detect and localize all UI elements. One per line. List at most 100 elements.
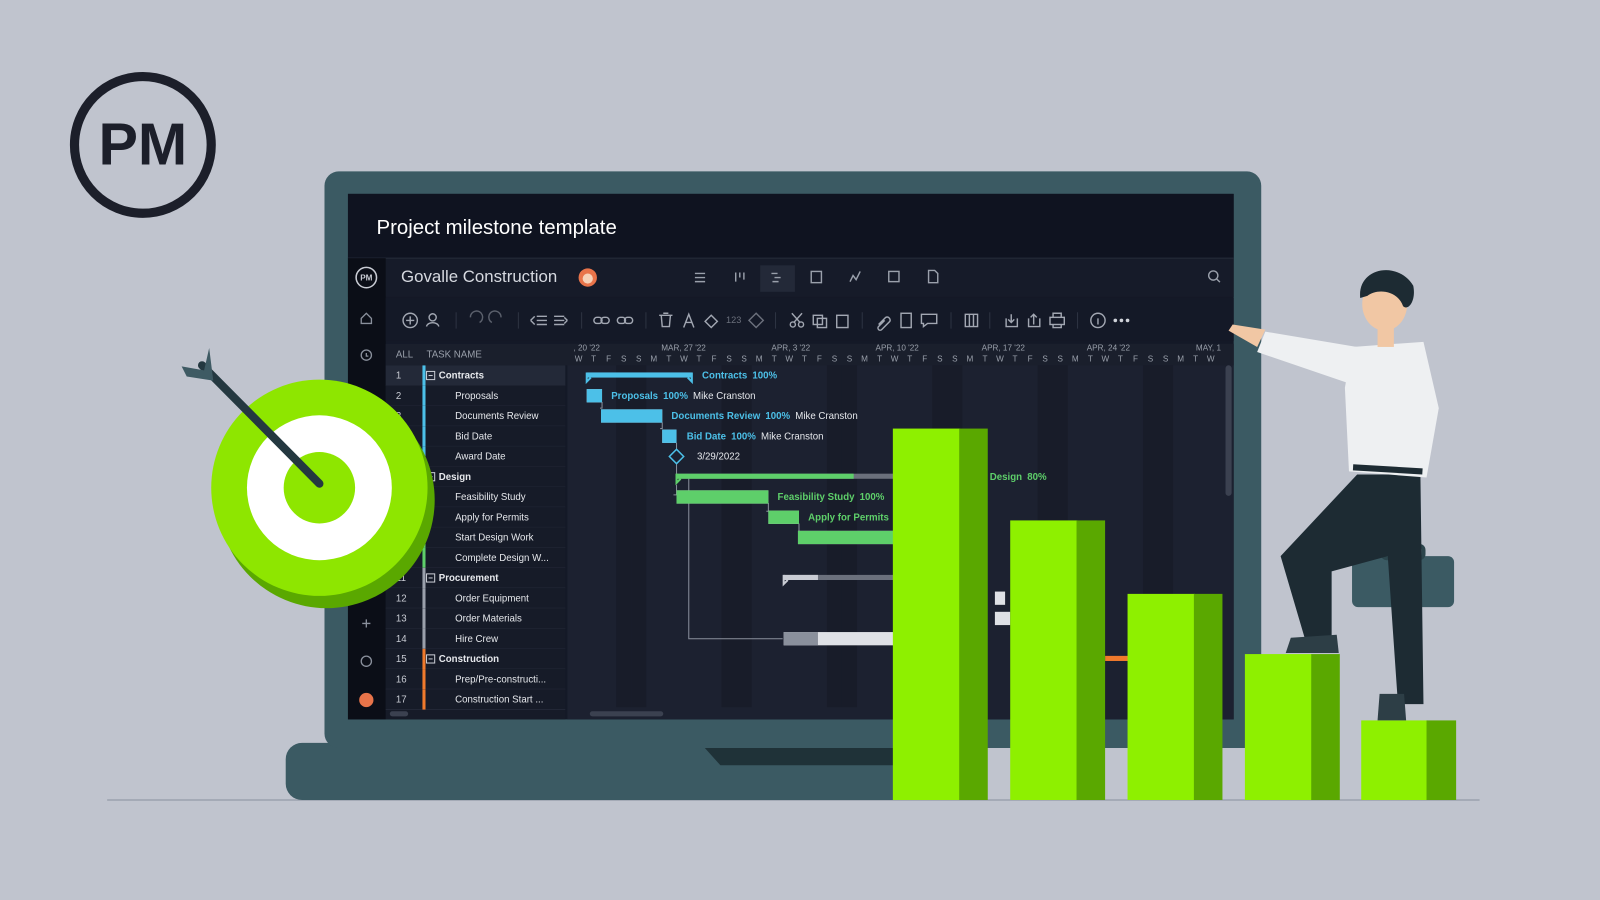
task-name[interactable]: Design: [439, 472, 471, 483]
v-scrollbar[interactable]: [1225, 365, 1232, 496]
task-name[interactable]: Feasibility Study: [455, 492, 526, 503]
add-task-icon[interactable]: [402, 312, 419, 329]
font-icon[interactable]: [683, 312, 695, 328]
calendar-view-icon[interactable]: [888, 270, 900, 283]
paste-icon[interactable]: [836, 314, 849, 329]
day-label: T: [907, 354, 912, 363]
list-view-icon[interactable]: [694, 272, 706, 283]
day-label: T: [1088, 354, 1093, 363]
bar-label-pct: 100%: [860, 492, 885, 503]
task-name[interactable]: Start Design Work: [455, 533, 534, 544]
add-task-plus: [406, 316, 415, 325]
task-id: 2: [396, 391, 401, 402]
sheet-view-icon[interactable]: [810, 270, 823, 284]
day-label: M: [1177, 354, 1184, 363]
collapse-toggle[interactable]: [426, 573, 436, 583]
more-icon[interactable]: [1113, 318, 1130, 323]
trousers: [1280, 474, 1424, 705]
collapse-toggle[interactable]: [426, 370, 436, 381]
task-id: 15: [396, 654, 407, 665]
print-icon[interactable]: [1049, 316, 1065, 326]
task-row: [385, 446, 566, 467]
recent-icon[interactable]: [360, 349, 373, 361]
task-bar: [994, 591, 1006, 605]
attach-icon[interactable]: [877, 316, 891, 331]
task-name[interactable]: Construction Start ...: [455, 695, 543, 706]
app-logo[interactable]: [355, 266, 378, 289]
weekend-column: [721, 365, 737, 708]
summary-progress: [676, 473, 854, 479]
task-row: [385, 588, 566, 609]
day-label: T: [1193, 354, 1198, 363]
cut-icon[interactable]: [789, 321, 797, 328]
info-icon[interactable]: [1090, 312, 1106, 329]
recent-hand: [365, 353, 369, 357]
project-name[interactable]: Govalle Construction: [401, 267, 557, 286]
task-name[interactable]: Apply for Permits: [455, 512, 529, 523]
assign-icon[interactable]: [428, 313, 437, 322]
notes-icon[interactable]: [900, 312, 912, 329]
task-name[interactable]: Documents Review: [455, 411, 539, 422]
arrow-shaft: [197, 361, 324, 488]
task-name[interactable]: Award Date: [455, 452, 505, 463]
files-view-icon[interactable]: [927, 269, 939, 284]
export-icon[interactable]: [1027, 313, 1041, 328]
group-color-strip: [422, 689, 426, 710]
undo-icon[interactable]: [469, 310, 484, 324]
bar-label-name: Contracts: [702, 371, 747, 382]
growth-bar-front: [1361, 720, 1428, 800]
delete-icon[interactable]: [659, 312, 673, 328]
h-scrollbar-left[interactable]: [389, 711, 409, 717]
window-title: Project milestone template: [377, 217, 617, 239]
group-color-strip: [422, 385, 426, 406]
indent-icon[interactable]: [554, 315, 568, 326]
task-name[interactable]: Bid Date: [455, 431, 492, 442]
redo-icon[interactable]: [488, 310, 502, 324]
add-icon[interactable]: [362, 619, 371, 628]
link-icon-2: [600, 316, 610, 325]
dashboard-view-icon[interactable]: [849, 271, 861, 282]
collapse-toggle[interactable]: [426, 654, 436, 664]
day-label: F: [1133, 354, 1138, 363]
day-label: S: [832, 354, 838, 363]
board-view-icon[interactable]: [735, 272, 745, 282]
day-label: T: [772, 354, 777, 363]
task-name[interactable]: Order Materials: [455, 614, 522, 625]
task-row: [385, 628, 566, 649]
format-label[interactable]: 123: [726, 315, 741, 325]
comment-icon[interactable]: [920, 313, 938, 328]
assign-body: [425, 321, 440, 327]
week-label: , 20 '22: [573, 344, 600, 353]
task-name[interactable]: Complete Design W...: [455, 553, 549, 564]
gantt-view-icon[interactable]: [771, 272, 781, 283]
search-icon[interactable]: [1207, 270, 1219, 281]
fill-icon[interactable]: [704, 314, 719, 329]
unlink-icon[interactable]: [616, 316, 627, 325]
user-avatar[interactable]: [359, 692, 374, 708]
task-name[interactable]: Proposals: [455, 391, 498, 402]
task-name[interactable]: Construction: [439, 654, 499, 665]
link-icon[interactable]: [593, 316, 603, 325]
day-label: S: [1042, 354, 1048, 363]
outdent-icon[interactable]: [530, 315, 547, 326]
view-switcher: [694, 265, 1221, 292]
target: [181, 347, 435, 609]
growth-bar-front: [1010, 520, 1078, 800]
unlink-icon-2: [623, 316, 634, 325]
task-name[interactable]: Contracts: [439, 371, 484, 382]
task-name[interactable]: Prep/Pre-constructi...: [455, 674, 546, 685]
task-progress: [783, 632, 818, 646]
h-scrollbar[interactable]: [589, 711, 664, 717]
task-name[interactable]: Procurement: [439, 573, 500, 584]
task-name[interactable]: Order Equipment: [455, 593, 529, 604]
milestone-icon[interactable]: [747, 312, 765, 329]
summary-progress: [586, 372, 692, 378]
columns-icon[interactable]: [964, 313, 979, 328]
import-icon[interactable]: [1005, 314, 1019, 328]
task-name[interactable]: Hire Crew: [455, 634, 499, 645]
day-label: S: [847, 354, 853, 363]
help-icon[interactable]: [360, 655, 373, 667]
home-icon[interactable]: [360, 312, 373, 325]
day-label: W: [785, 354, 793, 363]
